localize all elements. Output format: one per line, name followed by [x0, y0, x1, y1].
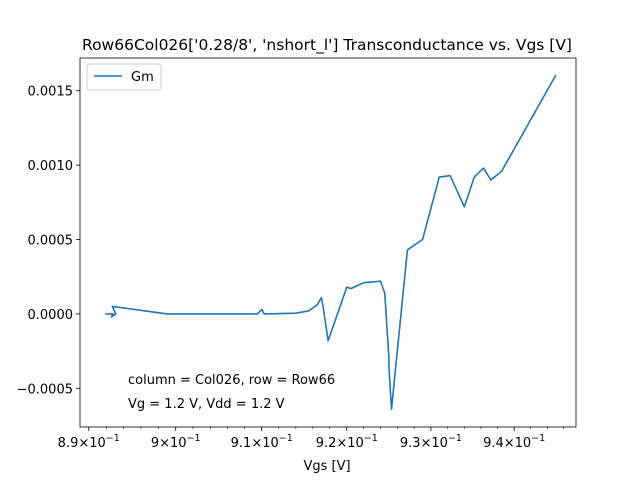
data-point	[111, 316, 113, 318]
y-tick-label: 0.0010	[28, 159, 74, 174]
data-point	[321, 297, 323, 299]
data-point	[327, 340, 329, 342]
data-point	[391, 408, 393, 410]
x-tick-label: 9.2×10−1	[316, 433, 378, 451]
x-tick-label: 8.9×10−1	[58, 433, 120, 451]
data-point	[322, 306, 324, 308]
x-axis-label: Vgs [V]	[303, 459, 350, 474]
data-point	[438, 176, 440, 178]
data-point	[112, 306, 114, 308]
y-tick-label: −0.0005	[17, 382, 73, 397]
x-tick-label: 9.1×10−1	[231, 433, 293, 451]
data-point	[115, 313, 117, 315]
y-tick-label: 0.0005	[28, 234, 74, 249]
x-tick-label: 9.4×10−1	[483, 433, 545, 451]
data-point	[474, 176, 476, 178]
data-point	[166, 313, 168, 315]
data-point	[407, 249, 409, 251]
data-point	[316, 304, 318, 306]
data-point	[105, 313, 107, 315]
data-point	[464, 206, 466, 208]
legend: Gm	[86, 63, 162, 91]
data-point	[263, 313, 265, 315]
data-point	[388, 367, 390, 369]
data-point	[422, 239, 424, 241]
y-tick-label: 0.0015	[28, 85, 74, 100]
series-line-gm	[105, 74, 557, 410]
data-point	[380, 280, 382, 282]
x-tick-label: 9×10−1	[151, 433, 201, 451]
data-point	[363, 282, 365, 284]
chart-title: Row66Col026['0.28/8', 'nshort_l'] Transc…	[82, 36, 572, 55]
data-point	[384, 292, 386, 294]
x-tick-label: 9.3×10−1	[400, 433, 462, 451]
y-tick-label: 0.0000	[28, 308, 74, 323]
data-point	[346, 286, 348, 288]
annotation-voltages: Vg = 1.2 V, Vdd = 1.2 V	[128, 397, 285, 412]
data-point	[308, 310, 310, 312]
data-point	[350, 288, 352, 290]
data-point	[501, 170, 503, 172]
data-point	[483, 167, 485, 169]
legend-box	[86, 63, 162, 91]
axes-frame	[79, 57, 577, 428]
data-point	[257, 313, 259, 315]
data-point	[112, 313, 114, 315]
data-point	[295, 312, 297, 314]
data-point	[261, 309, 263, 311]
data-point	[555, 75, 557, 77]
legend-label: Gm	[131, 70, 154, 85]
data-point	[449, 175, 451, 177]
plot-area: 8.9×10−1 9×10−1 9.1×10−1 9.2×10−1 9.3×10−1 9.…	[17, 57, 577, 451]
data-point	[490, 179, 492, 181]
data-point	[388, 358, 390, 360]
annotation-position: column = Col026, row = Row66	[128, 373, 335, 388]
